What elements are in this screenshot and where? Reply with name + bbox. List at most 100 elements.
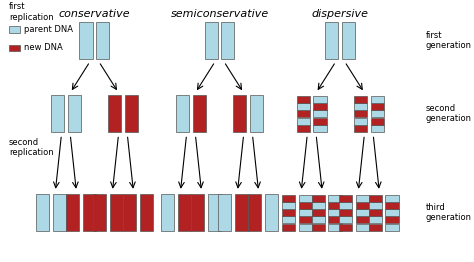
FancyBboxPatch shape — [297, 110, 310, 117]
FancyBboxPatch shape — [205, 23, 218, 59]
FancyBboxPatch shape — [108, 95, 121, 132]
FancyBboxPatch shape — [178, 194, 191, 231]
FancyBboxPatch shape — [265, 194, 278, 231]
FancyBboxPatch shape — [385, 209, 399, 216]
FancyBboxPatch shape — [369, 195, 382, 201]
FancyBboxPatch shape — [325, 23, 338, 59]
FancyBboxPatch shape — [312, 216, 325, 223]
FancyBboxPatch shape — [297, 103, 310, 110]
FancyBboxPatch shape — [328, 202, 342, 209]
FancyBboxPatch shape — [123, 194, 136, 231]
FancyBboxPatch shape — [356, 195, 369, 201]
FancyBboxPatch shape — [371, 103, 384, 110]
FancyBboxPatch shape — [282, 224, 295, 231]
FancyBboxPatch shape — [125, 95, 138, 132]
FancyBboxPatch shape — [356, 224, 369, 231]
FancyBboxPatch shape — [176, 95, 189, 132]
FancyBboxPatch shape — [66, 194, 79, 231]
FancyBboxPatch shape — [282, 202, 295, 209]
FancyBboxPatch shape — [339, 195, 352, 201]
FancyBboxPatch shape — [339, 202, 352, 209]
FancyBboxPatch shape — [297, 118, 310, 124]
FancyBboxPatch shape — [313, 96, 327, 103]
FancyBboxPatch shape — [313, 103, 327, 110]
FancyBboxPatch shape — [369, 224, 382, 231]
FancyBboxPatch shape — [82, 194, 96, 231]
FancyBboxPatch shape — [299, 224, 312, 231]
FancyBboxPatch shape — [218, 194, 231, 231]
FancyBboxPatch shape — [369, 209, 382, 216]
Text: third
generation: third generation — [426, 203, 472, 222]
FancyBboxPatch shape — [9, 26, 20, 33]
Text: first
replication: first replication — [9, 2, 54, 22]
Text: semiconservative: semiconservative — [170, 9, 269, 19]
FancyBboxPatch shape — [354, 96, 367, 103]
FancyBboxPatch shape — [385, 224, 399, 231]
FancyBboxPatch shape — [282, 195, 295, 201]
FancyBboxPatch shape — [339, 209, 352, 216]
FancyBboxPatch shape — [297, 125, 310, 132]
FancyBboxPatch shape — [385, 195, 399, 201]
FancyBboxPatch shape — [248, 194, 261, 231]
FancyBboxPatch shape — [297, 96, 310, 103]
FancyBboxPatch shape — [369, 216, 382, 223]
FancyBboxPatch shape — [282, 216, 295, 223]
FancyBboxPatch shape — [140, 194, 153, 231]
FancyBboxPatch shape — [328, 209, 342, 216]
FancyBboxPatch shape — [371, 118, 384, 124]
FancyBboxPatch shape — [191, 194, 204, 231]
FancyBboxPatch shape — [354, 110, 367, 117]
FancyBboxPatch shape — [339, 224, 352, 231]
FancyBboxPatch shape — [328, 216, 342, 223]
Text: second
replication: second replication — [9, 138, 54, 157]
FancyBboxPatch shape — [235, 194, 248, 231]
FancyBboxPatch shape — [354, 125, 367, 132]
Text: first
generation: first generation — [426, 31, 472, 50]
FancyBboxPatch shape — [53, 194, 66, 231]
FancyBboxPatch shape — [371, 125, 384, 132]
FancyBboxPatch shape — [342, 23, 355, 59]
FancyBboxPatch shape — [371, 96, 384, 103]
FancyBboxPatch shape — [356, 216, 369, 223]
Text: conservative: conservative — [59, 9, 130, 19]
FancyBboxPatch shape — [51, 95, 64, 132]
FancyBboxPatch shape — [299, 195, 312, 201]
FancyBboxPatch shape — [93, 194, 106, 231]
FancyBboxPatch shape — [313, 118, 327, 124]
FancyBboxPatch shape — [354, 103, 367, 110]
FancyBboxPatch shape — [313, 125, 327, 132]
FancyBboxPatch shape — [312, 209, 325, 216]
FancyBboxPatch shape — [328, 195, 342, 201]
FancyBboxPatch shape — [385, 216, 399, 223]
FancyBboxPatch shape — [312, 224, 325, 231]
Text: parent DNA: parent DNA — [24, 25, 73, 34]
FancyBboxPatch shape — [339, 216, 352, 223]
FancyBboxPatch shape — [80, 23, 92, 59]
FancyBboxPatch shape — [354, 118, 367, 124]
FancyBboxPatch shape — [233, 95, 246, 132]
FancyBboxPatch shape — [369, 202, 382, 209]
FancyBboxPatch shape — [193, 95, 206, 132]
FancyBboxPatch shape — [385, 202, 399, 209]
FancyBboxPatch shape — [356, 209, 369, 216]
FancyBboxPatch shape — [313, 110, 327, 117]
FancyBboxPatch shape — [299, 209, 312, 216]
FancyBboxPatch shape — [36, 194, 49, 231]
FancyBboxPatch shape — [110, 194, 123, 231]
FancyBboxPatch shape — [299, 202, 312, 209]
FancyBboxPatch shape — [68, 95, 81, 132]
FancyBboxPatch shape — [221, 23, 235, 59]
FancyBboxPatch shape — [371, 110, 384, 117]
FancyBboxPatch shape — [356, 202, 369, 209]
FancyBboxPatch shape — [96, 23, 109, 59]
FancyBboxPatch shape — [282, 209, 295, 216]
FancyBboxPatch shape — [312, 202, 325, 209]
FancyBboxPatch shape — [161, 194, 174, 231]
Text: second
generation: second generation — [426, 104, 472, 123]
FancyBboxPatch shape — [9, 45, 20, 51]
FancyBboxPatch shape — [299, 216, 312, 223]
Text: dispersive: dispersive — [312, 9, 369, 19]
Text: new DNA: new DNA — [24, 43, 63, 52]
FancyBboxPatch shape — [250, 95, 263, 132]
FancyBboxPatch shape — [328, 224, 342, 231]
